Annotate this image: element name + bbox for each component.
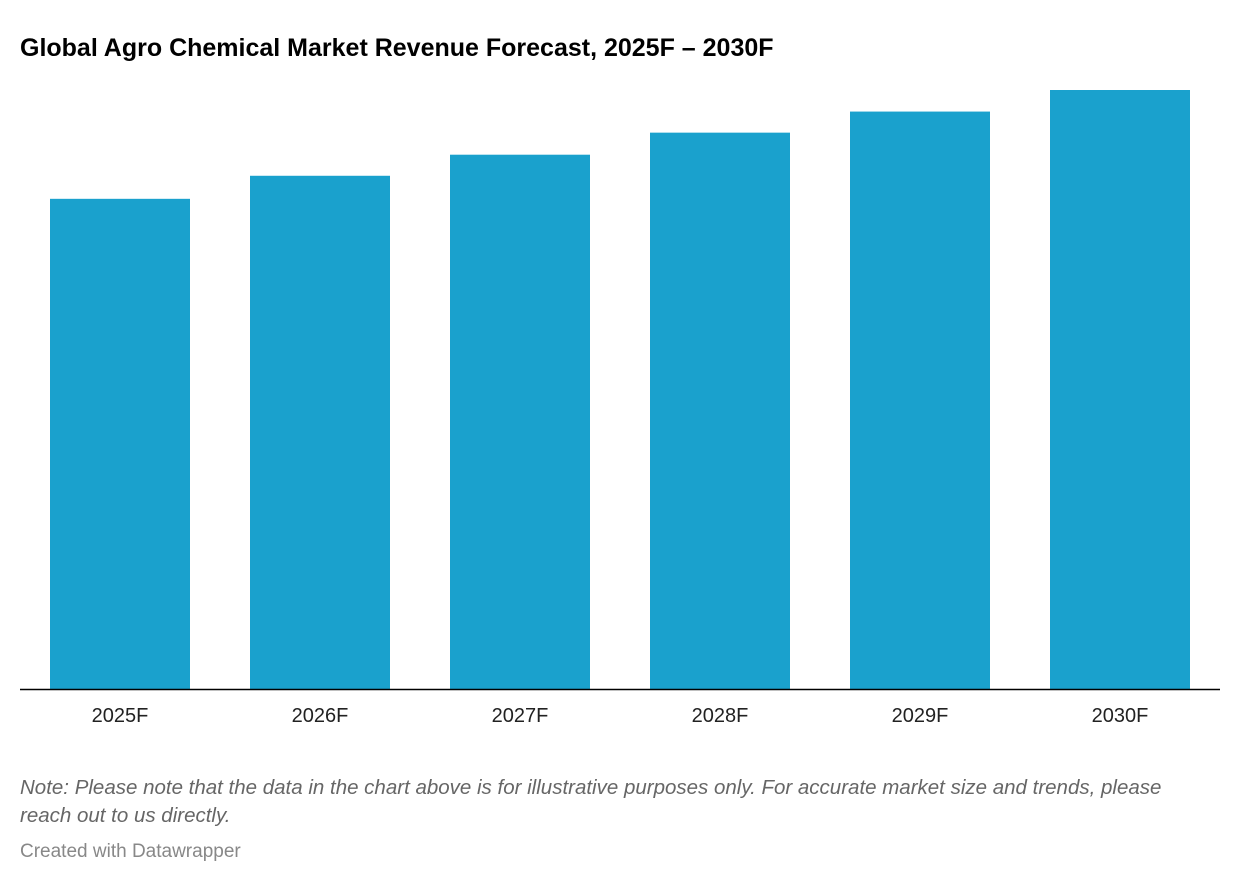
bar-2029F: [850, 111, 990, 689]
bar-2026F: [250, 175, 390, 690]
chart-title: Global Agro Chemical Market Revenue Fore…: [20, 34, 774, 62]
chart-note: Note: Please note that the data in the c…: [20, 776, 1162, 827]
bar-2025F: [50, 198, 190, 690]
bar-2030F: [1050, 90, 1190, 689]
x-tick-label: 2028F: [692, 705, 749, 727]
x-tick-label: 2029F: [892, 705, 949, 727]
x-tick-label: 2026F: [292, 705, 349, 727]
bar-2028F: [650, 132, 790, 690]
bar-chart: 2025F 2026F 2027F 2028F 2029F 2030F: [20, 90, 1220, 727]
bar-2027F: [450, 154, 590, 690]
x-tick-label: 2030F: [1092, 705, 1149, 727]
x-tick-label: 2027F: [492, 705, 549, 727]
datawrapper-credit[interactable]: Created with Datawrapper: [20, 841, 241, 862]
x-tick-label: 2025F: [92, 705, 149, 727]
